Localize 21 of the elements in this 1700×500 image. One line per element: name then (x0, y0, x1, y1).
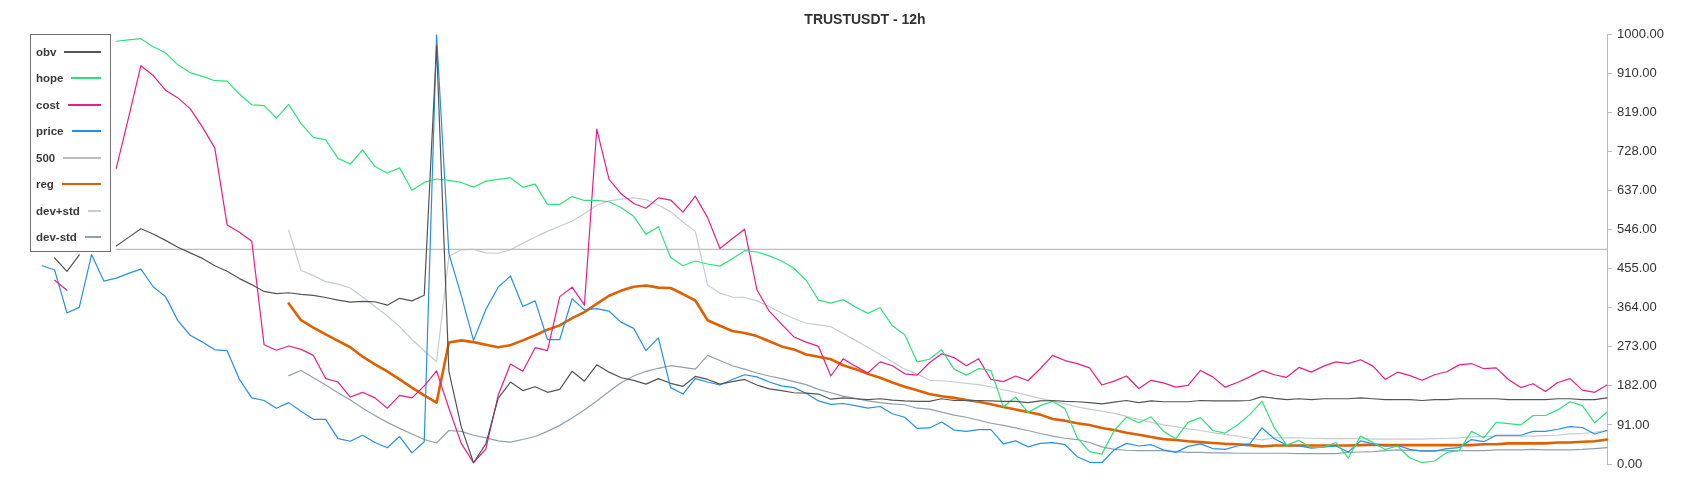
legend-label: reg (36, 178, 54, 191)
legend-label: obv (36, 45, 57, 58)
y-tick-label: 455.00 (1617, 260, 1657, 276)
y-tick-label: 273.00 (1617, 338, 1657, 354)
legend-label: cost (36, 98, 60, 111)
y-tick-label: 637.00 (1617, 182, 1657, 198)
y-tick-label: 91.00 (1617, 416, 1650, 432)
legend-label: dev+std (36, 204, 80, 217)
y-tick-label: 364.00 (1617, 299, 1657, 315)
legend-label: price (36, 125, 64, 138)
legend-label: 500 (36, 151, 56, 164)
y-tick-label: 819.00 (1617, 104, 1657, 120)
y-tick-label: 1000.00 (1617, 26, 1664, 42)
y-tick-label: 728.00 (1617, 143, 1657, 159)
y-tick-label: 0.00 (1617, 455, 1643, 471)
y-tick-label: 182.00 (1617, 377, 1657, 393)
y-tick-label: 546.00 (1617, 221, 1657, 237)
legend-label: hope (36, 72, 64, 85)
y-tick-label: 910.00 (1617, 65, 1657, 81)
legend-label: dev-std (36, 231, 77, 244)
chart-title: TRUSTUSDT - 12h (804, 11, 926, 28)
